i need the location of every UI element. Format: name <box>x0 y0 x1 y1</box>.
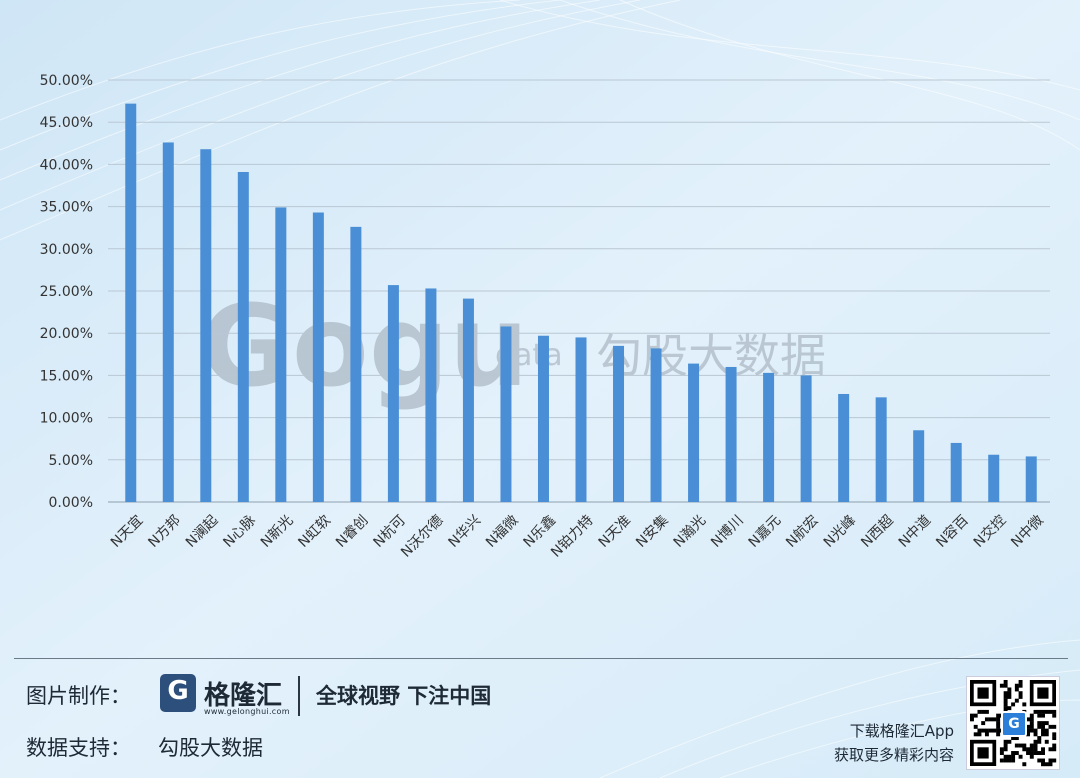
y-axis: 0.00% 5.00% 10.00% 15.00% 20.00% 25.00% 30.00%… <box>40 73 93 511</box>
bar <box>237 171 249 502</box>
y-tick-label: 45.00% <box>40 115 93 131</box>
x-tick-label: N铂力特 <box>548 512 596 560</box>
x-tick-label: N中微 <box>1008 512 1047 551</box>
gelonghui-logo-icon: G <box>160 674 196 712</box>
data-source-value: 勾股大数据 <box>158 736 263 760</box>
y-tick-label: 15.00% <box>40 368 93 384</box>
bar <box>462 298 474 502</box>
x-tick-label: N天宜 <box>108 512 147 551</box>
bar <box>425 288 437 502</box>
x-tick-label: N天准 <box>596 512 635 551</box>
x-tick-label: N福微 <box>483 512 522 551</box>
footer-divider <box>14 658 1068 659</box>
bar <box>988 454 1000 502</box>
brand-separator <box>298 676 300 716</box>
qr-code-pattern <box>970 680 1057 767</box>
brand-url: www.gelonghui.com <box>204 707 290 716</box>
bar <box>838 393 850 502</box>
x-tick-label: N安集 <box>632 512 671 551</box>
x-tick-label: N博川 <box>707 512 746 551</box>
bar <box>200 149 212 502</box>
x-tick-label: N虹软 <box>295 512 334 551</box>
bar-chart: Gogu data 勾股大数据 0.00%5.00%10.00%15.00%20… <box>40 73 1050 561</box>
app-download-text: 下载格隆汇App <box>849 722 954 740</box>
bar <box>725 366 737 502</box>
x-tick-label: N睿创 <box>333 512 372 551</box>
brand-logo-letter: G <box>167 676 189 706</box>
x-tick-label: N华兴 <box>446 512 485 551</box>
bar <box>763 372 775 502</box>
bar <box>537 335 549 502</box>
watermark-logo-text: Gogu <box>200 282 529 412</box>
y-tick-label: 10.00% <box>40 411 93 427</box>
bar <box>275 207 287 502</box>
bar <box>950 442 962 502</box>
y-tick-label: 20.00% <box>40 326 93 342</box>
y-tick-label: 50.00% <box>40 73 93 89</box>
y-tick-label: 0.00% <box>49 495 93 511</box>
x-tick-label: N航宏 <box>783 512 822 551</box>
y-tick-label: 40.00% <box>40 157 93 173</box>
bars <box>125 103 1037 503</box>
slogan: 全球视野 下注中国 <box>316 684 492 708</box>
y-tick-label: 30.00% <box>40 242 93 258</box>
x-tick-label: N西超 <box>858 512 897 551</box>
bar <box>650 348 662 502</box>
bar <box>613 345 625 502</box>
bar <box>350 226 362 502</box>
bar <box>162 142 174 502</box>
qr-badge-icon: G <box>1001 711 1027 737</box>
x-tick-label: N容百 <box>933 512 972 551</box>
bar <box>688 363 700 502</box>
bar <box>500 326 512 502</box>
watermark-cn-text: 勾股大数据 <box>596 329 826 383</box>
x-tick-label: N交控 <box>970 512 1009 551</box>
y-tick-label: 35.00% <box>40 200 93 216</box>
x-tick-label: N中道 <box>896 512 935 551</box>
y-tick-label: 25.00% <box>40 284 93 300</box>
data-source-label: 数据支持： <box>26 736 131 760</box>
x-tick-label: N瀚光 <box>671 512 710 551</box>
footer: 图片制作： G 格隆汇 www.gelonghui.com 全球视野 下注中国 … <box>0 650 1080 778</box>
x-tick-label: N方邦 <box>145 512 184 551</box>
brand-name: 格隆汇 <box>204 681 283 711</box>
made-by-label: 图片制作： <box>26 684 131 708</box>
x-tick-label: N新光 <box>258 512 297 551</box>
bar <box>575 337 587 502</box>
bar <box>312 212 324 502</box>
bar <box>125 103 137 503</box>
x-tick-label: N嘉元 <box>746 512 785 551</box>
bar <box>913 430 925 502</box>
x-tick-label: N澜起 <box>183 512 222 551</box>
qr-code[interactable]: G <box>966 676 1060 770</box>
bar <box>387 285 399 502</box>
x-tick-label: N心脉 <box>220 512 259 551</box>
x-axis: N天宜N方邦N澜起N心脉N新光N虹软N睿创N杭可N沃尔德N华兴N福微N乐鑫N铂力… <box>108 512 1047 561</box>
x-tick-label: N光峰 <box>821 512 860 551</box>
y-tick-label: 5.00% <box>49 453 93 469</box>
bar <box>800 375 812 502</box>
bar <box>875 397 887 502</box>
bar <box>1025 456 1037 502</box>
x-tick-label: N沃尔德 <box>398 512 446 560</box>
app-promo-text: 获取更多精彩内容 <box>833 746 954 764</box>
